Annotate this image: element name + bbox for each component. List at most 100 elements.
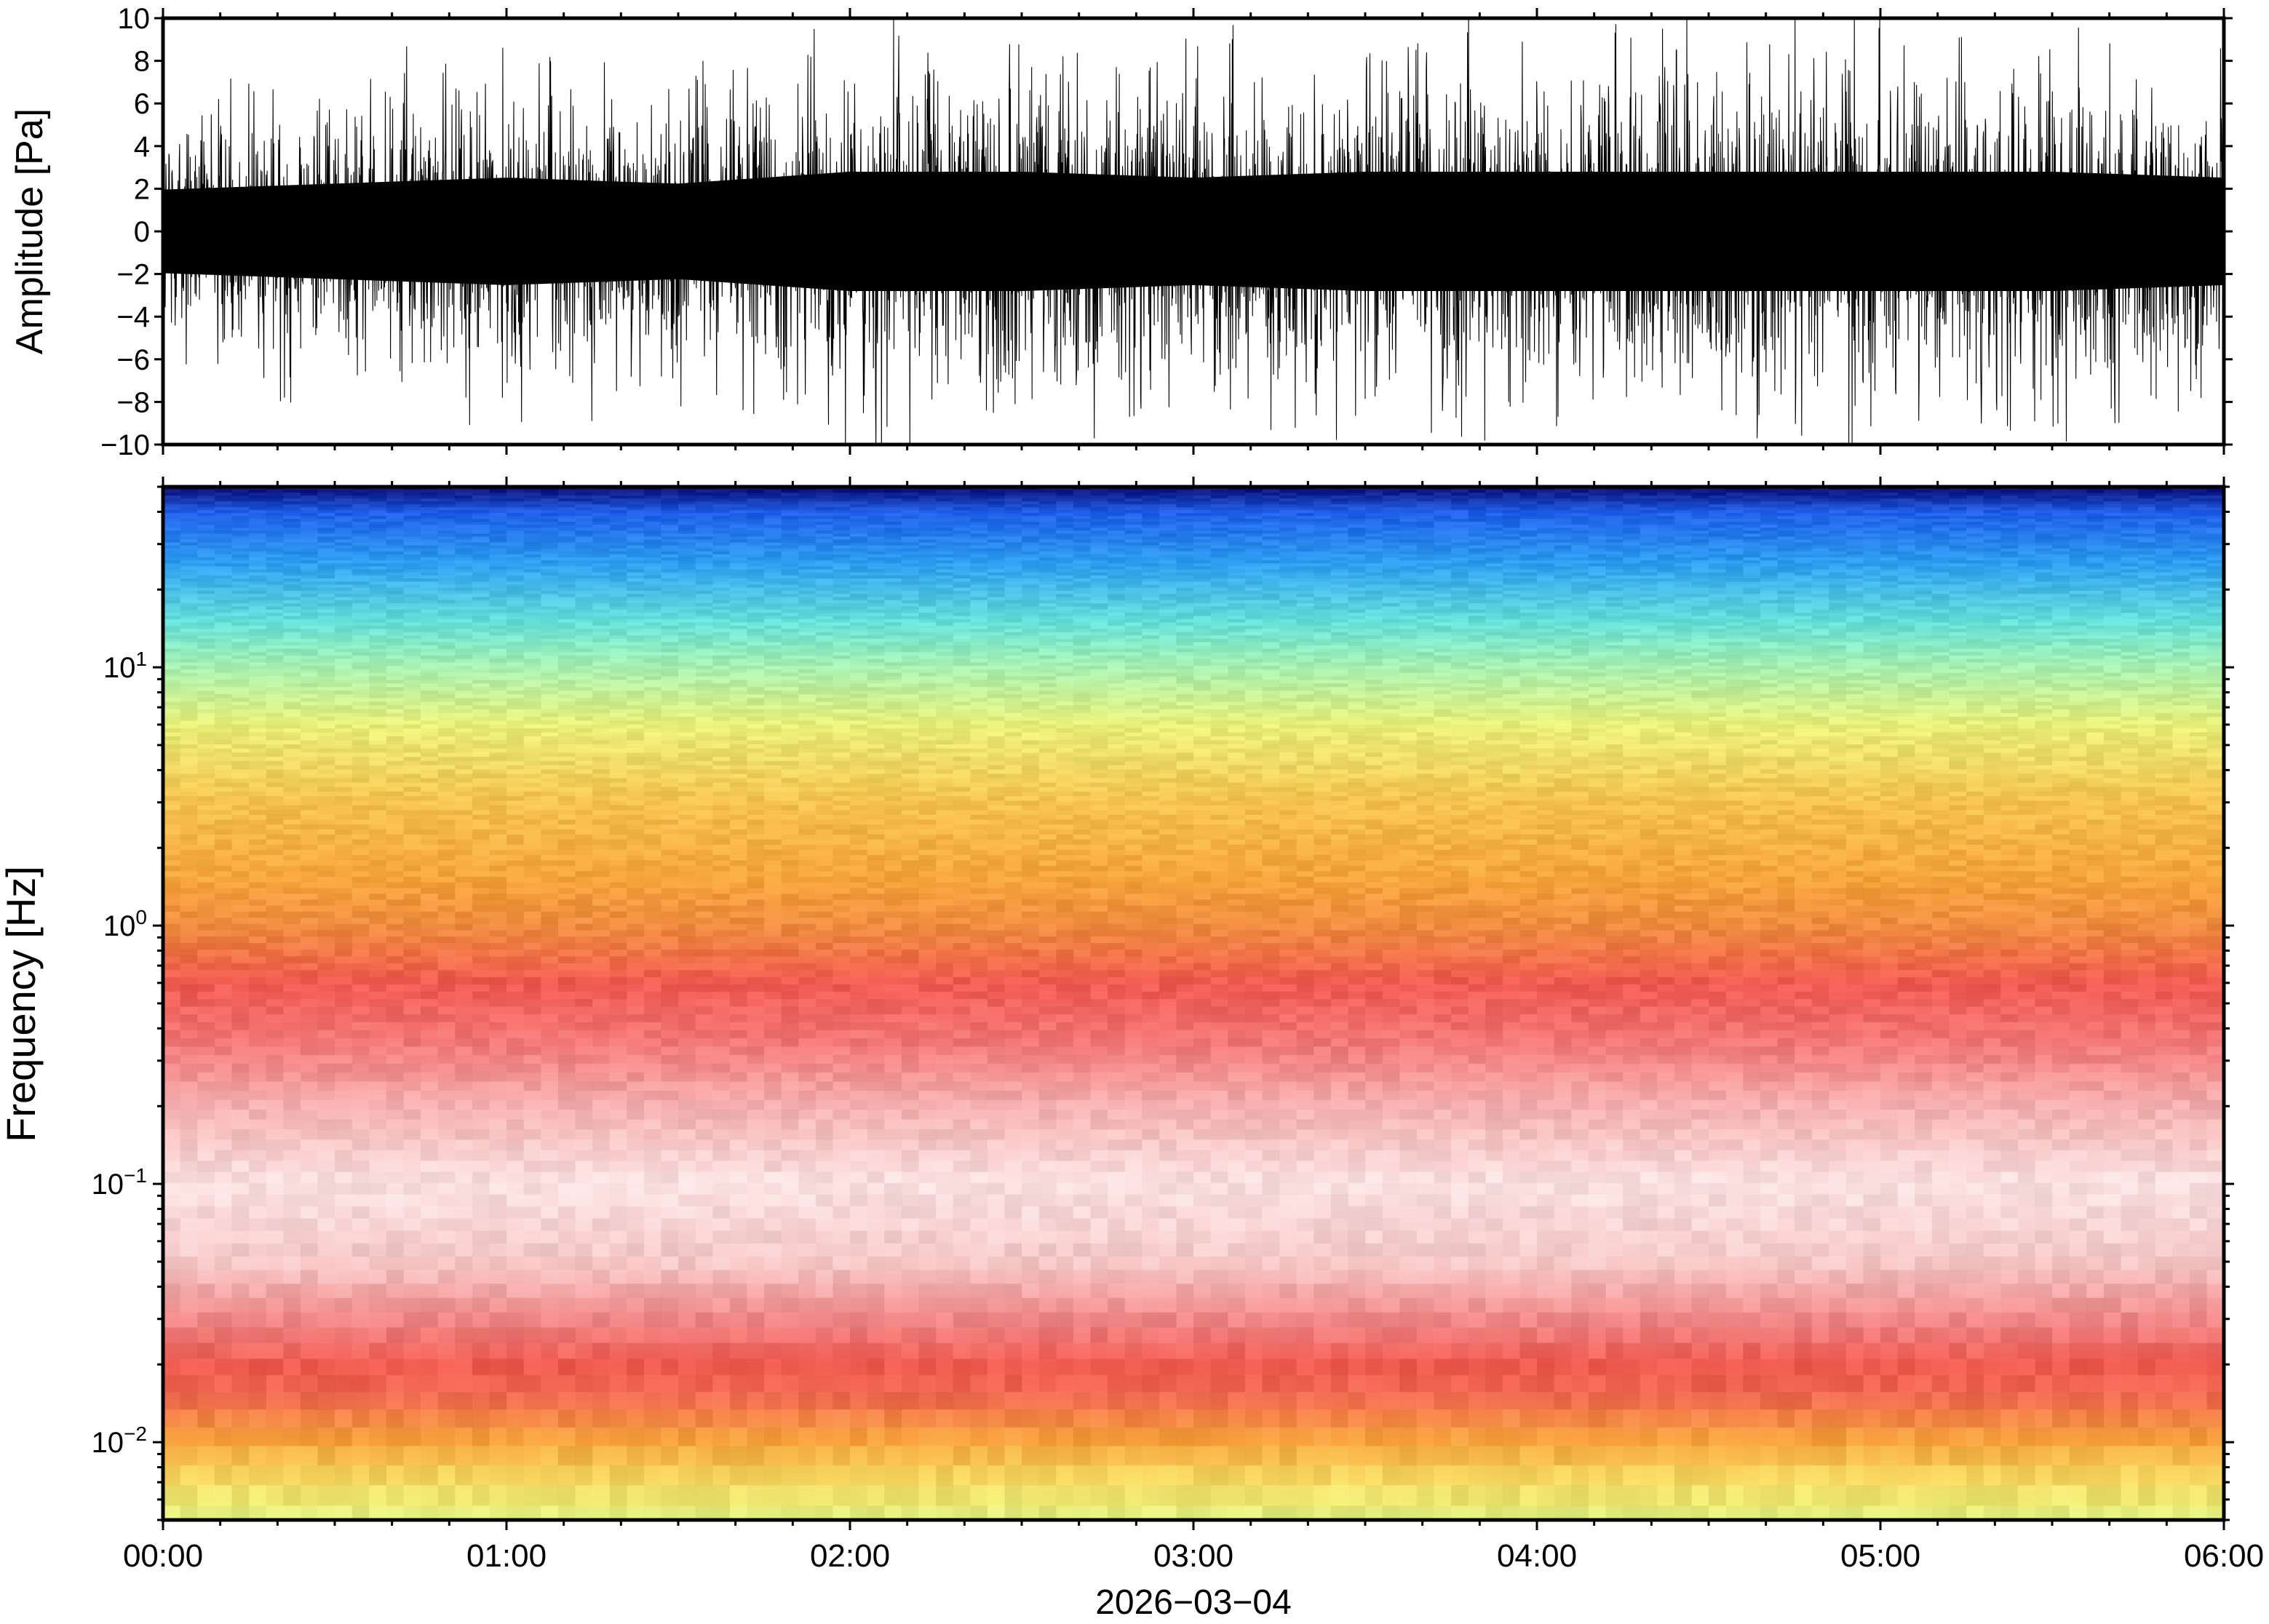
- spectrogram-cell: [798, 560, 816, 564]
- spectrogram-cell: [1056, 530, 1074, 534]
- spectrogram-cell: [747, 566, 765, 570]
- spectrogram-cell: [1571, 572, 1589, 576]
- spectrogram-cell: [455, 575, 473, 579]
- spectrogram-cell: [557, 495, 576, 499]
- spectrogram-cell: [1657, 536, 1675, 540]
- spectrogram-cell: [1296, 493, 1314, 496]
- spectrogram-cell: [2155, 569, 2173, 573]
- spectrogram-cell: [764, 522, 782, 525]
- spectrogram-cell: [1176, 563, 1194, 567]
- spectrogram-cell: [2189, 560, 2207, 564]
- spectrogram-cell: [2017, 516, 2035, 520]
- spectrogram-cell: [1743, 495, 1761, 499]
- spectrogram-cell: [283, 575, 301, 579]
- spectrogram-cell: [1056, 525, 1074, 528]
- spectrogram-cell: [1880, 563, 1899, 567]
- spectrogram-cell: [1262, 560, 1280, 564]
- spectrogram-cell: [627, 522, 645, 525]
- spectrogram-cell: [661, 606, 679, 610]
- spectrogram-cell: [1365, 516, 1383, 520]
- spectrogram-cell: [1330, 539, 1348, 544]
- spectrogram-cell: [987, 600, 1005, 604]
- spectrogram-cell: [1657, 572, 1675, 576]
- spectrogram-cell: [643, 530, 661, 534]
- spectrogram-cell: [1897, 551, 1915, 555]
- spectrogram-cell: [1571, 525, 1589, 528]
- spectrogram-cell: [1966, 528, 1984, 531]
- spectrogram-cell: [300, 539, 318, 544]
- spectrogram-cell: [1348, 578, 1366, 582]
- spectrogram-cell: [231, 563, 250, 567]
- spectrogram-cell: [1743, 519, 1761, 522]
- spectrogram-cell: [1897, 575, 1915, 579]
- spectrogram-cell: [2052, 528, 2070, 531]
- spectrogram-cell: [884, 516, 902, 520]
- spectrogram-cell: [1193, 495, 1212, 499]
- spectrogram-cell: [1829, 560, 1847, 564]
- spectrogram-cell: [317, 525, 335, 528]
- spectrogram-cell: [747, 603, 765, 607]
- spectrogram-cell: [1468, 603, 1486, 607]
- spectrogram-cell: [455, 587, 473, 592]
- spectrogram-cell: [815, 490, 833, 493]
- spectrogram-cell: [214, 563, 232, 567]
- spectrogram-cell: [1709, 563, 1727, 567]
- spectrogram-cell: [472, 528, 490, 531]
- spectrogram-cell: [180, 495, 198, 499]
- spectrogram-cell: [437, 581, 456, 585]
- spectrogram-cell: [421, 545, 439, 549]
- spectrogram-cell: [1038, 587, 1057, 592]
- spectrogram-cell: [1022, 504, 1040, 508]
- spectrogram-cell: [1829, 545, 1847, 549]
- spectrogram-cell: [317, 594, 335, 598]
- spectrogram-cell: [1038, 522, 1057, 525]
- spectrogram-cell: [2069, 516, 2087, 520]
- spectrogram-cell: [2035, 530, 2053, 534]
- spectrogram-cell: [2103, 498, 2121, 502]
- spectrogram-cell: [1314, 548, 1332, 552]
- spectrogram-cell: [1983, 530, 2001, 534]
- spectrogram-cell: [1022, 490, 1040, 493]
- spectrogram-cell: [1176, 606, 1194, 610]
- spectrogram-cell: [1468, 519, 1486, 522]
- spectrogram-cell: [2172, 507, 2190, 511]
- spectrogram-cell: [317, 603, 335, 607]
- spectrogram-cell: [1519, 594, 1538, 598]
- spectrogram-cell: [833, 575, 851, 579]
- spectrogram-cell: [884, 510, 902, 514]
- spectrogram-cell: [1330, 557, 1348, 561]
- spectrogram-cell: [643, 493, 661, 496]
- spectrogram-cell: [1468, 563, 1486, 567]
- spectrogram-cell: [369, 557, 387, 561]
- spectrogram-cell: [1468, 545, 1486, 549]
- spectrogram-cell: [1537, 590, 1555, 594]
- spectrogram-cell: [2155, 513, 2173, 517]
- spectrogram-cell: [2206, 575, 2224, 579]
- spectrogram-cell: [1795, 519, 1813, 522]
- spectrogram-cell: [214, 495, 232, 499]
- spectrogram-cell: [1210, 566, 1228, 570]
- spectrogram-cell: [2000, 572, 2019, 576]
- spectrogram-cell: [1142, 548, 1160, 552]
- spectrogram-cell: [249, 560, 267, 564]
- spectrogram-cell: [1468, 575, 1486, 579]
- spectrogram-cell: [1228, 572, 1246, 576]
- spectrogram-cell: [1348, 542, 1366, 546]
- spectrogram-cell: [249, 581, 267, 585]
- spectrogram-cell: [180, 493, 198, 496]
- spectrogram-cell: [1279, 519, 1298, 522]
- spectrogram-cell: [764, 536, 782, 540]
- spectrogram-cell: [1365, 597, 1383, 601]
- spectrogram-cell: [1108, 510, 1126, 514]
- spectrogram-cell: [2086, 597, 2105, 601]
- spectrogram-cell: [1262, 566, 1280, 570]
- spectrogram-cell: [335, 569, 353, 573]
- spectrogram-cell: [2189, 525, 2207, 528]
- spectrogram-cell: [163, 528, 181, 531]
- spectrogram-cell: [2172, 536, 2190, 540]
- spectrogram-cell: [1949, 563, 1967, 567]
- spectrogram-cell: [386, 528, 404, 531]
- spectrogram-cell: [1451, 516, 1469, 520]
- spectrogram-cell: [1811, 575, 1829, 579]
- spectrogram-cell: [798, 594, 816, 598]
